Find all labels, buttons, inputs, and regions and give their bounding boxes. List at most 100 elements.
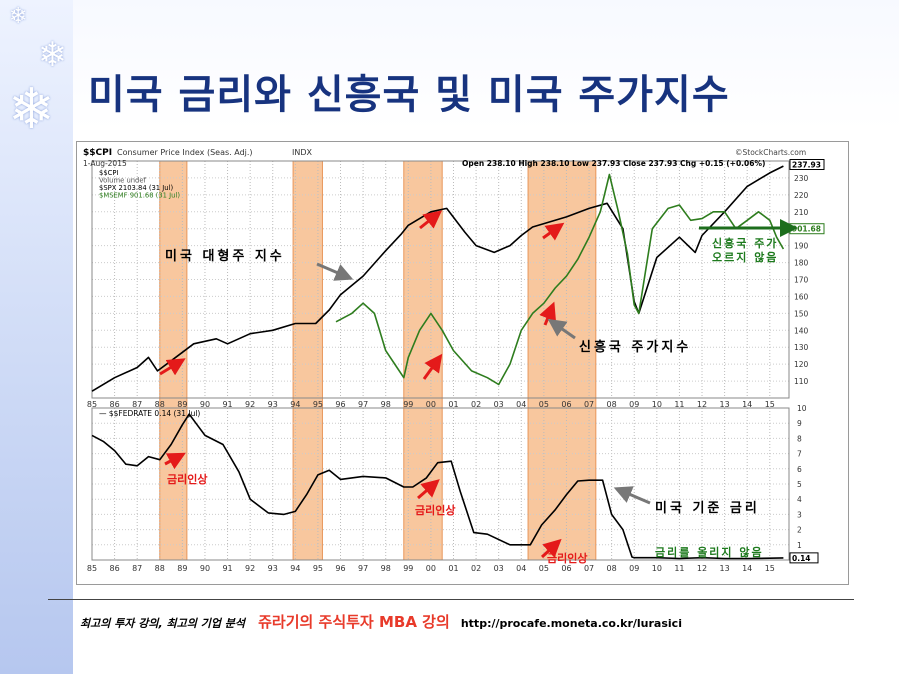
annotation-arrow <box>539 301 557 326</box>
x-tick-label: 90 <box>200 564 210 573</box>
y-tick-label: 180 <box>794 259 809 268</box>
footer-divider <box>48 599 854 600</box>
x-tick-label: 89 <box>177 564 187 573</box>
annotation-rate-hike-2004: 금리인상 <box>547 551 587 565</box>
x-tick-label: 02 <box>471 400 481 409</box>
x-tick-label: 08 <box>607 400 617 409</box>
annotation-arrow <box>417 479 440 500</box>
x-tick-label: 06 <box>561 400 571 409</box>
x-tick-label: 09 <box>629 564 639 573</box>
x-tick-label: 10 <box>652 400 662 409</box>
annotation-arrow <box>547 318 576 340</box>
x-tick-label: 01 <box>448 400 458 409</box>
x-tick-label: 12 <box>697 400 707 409</box>
x-tick-label: 96 <box>335 564 345 573</box>
x-tick-label: 11 <box>674 400 684 409</box>
chart-ohlc: Open 238.10 High 238.10 Low 237.93 Close… <box>462 159 765 168</box>
y-tick-label: 10 <box>797 404 807 413</box>
footer: 최고의 투자 강의, 최고의 기업 분석 쥬라기의 주식투자 MBA 강의 ht… <box>80 611 682 632</box>
sidebar-decoration: ❄ ❄ ❄ <box>0 0 73 674</box>
annotation-em-index: 신흥국 주가지수 <box>579 339 691 355</box>
x-tick-label: 87 <box>132 400 142 409</box>
y-tick-label: 150 <box>794 309 809 318</box>
chart-container: 85 86 87 88 89 90 91 92 93 94 95 96 97 98 99 00 01 02 03 04… <box>76 141 849 585</box>
annotation-rate-hike-1999: 금리인상 <box>415 503 455 517</box>
snowflake-small-icon: ❄ <box>9 4 28 29</box>
x-tick-label: 14 <box>742 564 752 573</box>
x-tick-label: 05 <box>539 564 549 573</box>
annotation-em-flat-line2: 오르지 않음 <box>712 250 778 264</box>
chart-source: ©StockCharts.com <box>735 148 806 157</box>
y-tick-label: 130 <box>794 343 809 352</box>
x-tick-label: 03 <box>494 400 504 409</box>
x-tick-label: 13 <box>720 564 730 573</box>
footer-brand: 쥬라기의 주식투자 MBA 강의 <box>258 613 450 631</box>
top-panel-frame <box>91 160 790 399</box>
legend-entry: $SPX 2103.84 (31 Jul) <box>99 184 173 192</box>
stock-chart: 85 86 87 88 89 90 91 92 93 94 95 96 97 98 99 00 01 02 03 04… <box>83 148 825 573</box>
rate-hike-period <box>292 160 323 561</box>
rate-hike-period <box>403 160 443 561</box>
x-tick-label: 94 <box>290 564 300 573</box>
y-tick-label: 4 <box>797 495 802 504</box>
x-tick-label: 95 <box>313 564 323 573</box>
x-tick-label: 12 <box>697 564 707 573</box>
x-tick-label: 01 <box>448 564 458 573</box>
annotation-arrow <box>422 353 443 380</box>
y-tick-label: 6 <box>797 465 802 474</box>
footer-tagline: 최고의 투자 강의, 최고의 기업 분석 <box>80 617 246 630</box>
x-tick-label: 15 <box>765 564 775 573</box>
slide-title: 미국 금리와 신흥국 및 미국 주가지수 <box>88 72 730 118</box>
y-tick-label: 9 <box>797 419 802 428</box>
y-tick-label: 160 <box>794 292 809 301</box>
y-tick-label: 8 <box>797 434 802 443</box>
y-tick-label: 210 <box>794 208 809 217</box>
x-tick-label: 00 <box>426 400 436 409</box>
y-tick-label: 170 <box>794 276 809 285</box>
y-tick-label: 2 <box>797 526 802 535</box>
chart-name: Consumer Price Index (Seas. Adj.) <box>117 148 253 157</box>
chart-date: 1-Aug-2015 <box>83 159 127 168</box>
x-tick-label: 08 <box>607 564 617 573</box>
x-tick-label: 92 <box>245 400 255 409</box>
y-tick-label: 3 <box>797 510 802 519</box>
last-value-box <box>789 159 825 171</box>
legend-entry: — $$FEDRATE 0.14 (31 Jul) <box>99 409 200 418</box>
x-tick-label: 88 <box>155 564 165 573</box>
x-tick-label: 98 <box>381 400 391 409</box>
snowflake-medium-icon: ❄ <box>38 35 67 75</box>
series-spx-line <box>91 165 784 392</box>
last-value-msemf: 901.68 <box>792 225 821 234</box>
annotation-us-large-cap: 미국 대형주 지수 <box>165 248 285 264</box>
rate-hike-period <box>159 160 188 561</box>
x-tick-label: 86 <box>109 564 119 573</box>
x-tick-label: 13 <box>720 400 730 409</box>
x-tick-label: 03 <box>494 564 504 573</box>
x-tick-label: 97 <box>358 400 368 409</box>
x-tick-label: 87 <box>132 564 142 573</box>
annotation-arrow <box>540 538 562 559</box>
x-tick-label: 02 <box>471 564 481 573</box>
last-value-fedrate: 0.14 <box>792 554 811 563</box>
y-tick-label: 110 <box>794 377 809 386</box>
annotation-em-flat-line1: 신흥국 주가 <box>712 236 778 250</box>
y-tick-label: 5 <box>797 480 802 489</box>
legend-entry: $$CPI <box>99 169 119 177</box>
series-msemf-line <box>335 173 785 386</box>
x-tick-label: 00 <box>426 564 436 573</box>
x-tick-label: 93 <box>268 564 278 573</box>
chart-symbol: $$CPI <box>83 148 112 158</box>
x-tick-label: 89 <box>177 400 187 409</box>
y-tick-label: 1 <box>797 541 802 550</box>
x-tick-label: 96 <box>335 400 345 409</box>
annotation-arrow <box>419 210 443 230</box>
footer-url[interactable]: http://procafe.moneta.co.kr/lurasici <box>460 617 682 630</box>
x-tick-label: 92 <box>245 564 255 573</box>
x-tick-label: 04 <box>516 564 526 573</box>
y-tick-label: 230 <box>794 174 809 183</box>
x-tick-label: 99 <box>403 400 413 409</box>
x-tick-label: 91 <box>222 564 232 573</box>
x-tick-label: 07 <box>584 564 594 573</box>
snowflake-large-icon: ❄ <box>8 77 55 142</box>
y-tick-label: 120 <box>794 360 809 369</box>
